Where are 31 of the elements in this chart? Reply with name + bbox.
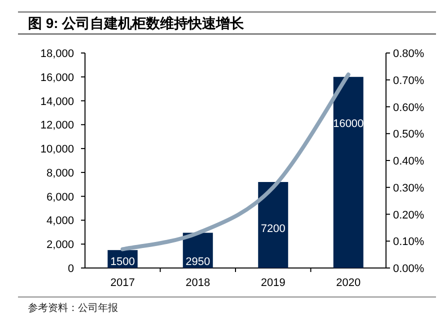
y-tick-label: 0	[68, 263, 74, 275]
y2-tick-label: 0.00%	[393, 263, 424, 275]
text: 参考资料：公司年报	[28, 302, 118, 314]
data-label: 1500	[110, 256, 135, 268]
y-tick-label: 16,000	[40, 72, 74, 84]
x-tick-label: 2018	[186, 277, 210, 289]
x-tick-label: 2020	[336, 277, 361, 289]
y-tick-label: 12,000	[40, 120, 74, 132]
y2-tick-label: 0.50%	[393, 128, 424, 141]
bar	[333, 76, 364, 268]
y2-tick-label: 0.10%	[393, 236, 424, 248]
y-tick-label: 18,000	[40, 48, 74, 60]
bar	[258, 182, 288, 268]
y2-tick-label: 0.70%	[393, 74, 424, 87]
data-label: 7200	[260, 223, 286, 235]
y2-tick-label: 0.60%	[393, 102, 424, 114]
y-tick-label: 2,000	[46, 239, 74, 252]
data-label: 16000	[333, 118, 364, 130]
y-tick-label: 10,000	[40, 144, 74, 156]
data-label: 2950	[186, 256, 210, 268]
y-tick-label: 8,000	[46, 167, 74, 180]
x-tick-label: 2019	[260, 277, 286, 289]
y2-tick-label: 0.30%	[393, 182, 424, 194]
chart-title: 图 9: 公司自建机柜数维持快速增长	[28, 15, 246, 31]
y2-tick-label: 0.80%	[393, 48, 424, 60]
y2-tick-label: 0.40%	[393, 156, 424, 168]
y-tick-label: 6,000	[46, 191, 74, 204]
x-tick-label: 2017	[110, 277, 135, 289]
y-tick-label: 4,000	[46, 215, 74, 228]
y2-tick-label: 0.20%	[393, 209, 424, 222]
y-tick-label: 14,000	[40, 96, 74, 108]
